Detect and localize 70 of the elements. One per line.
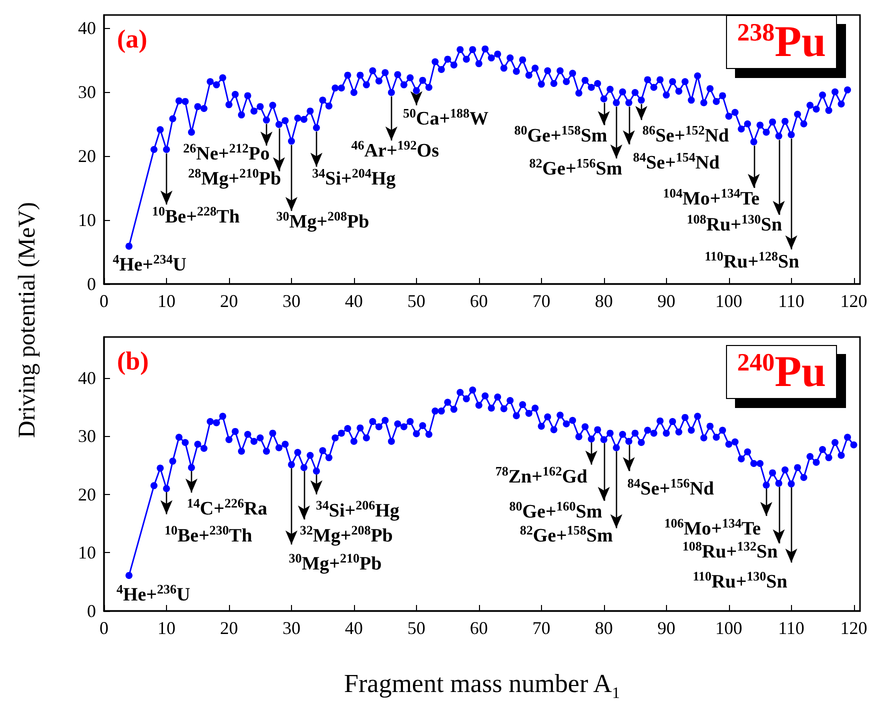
chart-title: (b)	[117, 346, 149, 376]
y-axis-title: Driving potential (MeV)	[14, 202, 42, 438]
annotation: $^{50}$Ca+$^{188}$W	[402, 105, 489, 131]
x-axis-title: Fragment mass number A$_{1}$	[344, 668, 620, 704]
x-tick-label: 120	[840, 618, 868, 638]
annotation: $^{86}$Se+$^{152}$Nd	[642, 122, 729, 148]
annotation: $^{34}$Si+$^{206}$Hg	[316, 496, 400, 522]
x-tick-label: 80	[594, 291, 613, 311]
y-tick-label: 40	[78, 18, 96, 38]
annotation: $^{106}$Mo+$^{134}$Te	[664, 514, 761, 540]
y-tick-label: 10	[78, 542, 96, 563]
annotation: $^{78}$Zn+$^{162}$Gd	[495, 464, 588, 489]
annotation: $^{30}$Mg+$^{208}$Pb	[276, 208, 370, 234]
annotation: $^{32}$Mg+$^{208}$Pb	[300, 522, 393, 548]
annotation: $^{26}$Ne+$^{212}$Po	[183, 140, 270, 166]
x-tick-label: 30	[282, 291, 300, 311]
x-tick-label: 120	[840, 291, 868, 311]
x-tick-label: 70	[532, 291, 550, 311]
x-tick-label: 30	[282, 618, 300, 638]
x-tick-label: 20	[220, 618, 238, 638]
annotation: $^{104}$Mo+$^{134}$Te	[662, 186, 760, 211]
annotation: $^{84}$Se+$^{156}$Nd	[627, 475, 714, 501]
y-tick-label: 0	[87, 601, 96, 621]
annotation: $^{4}$He+$^{234}$U	[112, 251, 186, 277]
y-tick-label: 30	[78, 82, 96, 102]
x-tick-label: 40	[344, 291, 363, 311]
x-tick-label: 40	[344, 618, 363, 638]
x-tick-label: 100	[715, 291, 742, 311]
y-tick-label: 0	[87, 274, 96, 294]
annotation: $^{80}$Ge+$^{158}$Sm	[514, 122, 608, 148]
annotation: $^{10}$Be+$^{230}$Th	[164, 522, 252, 548]
x-tick-label: 100	[715, 618, 742, 638]
annotation: $^{34}$Si+$^{204}$Hg	[312, 166, 396, 191]
annotation: $^{238}$Pu	[726, 15, 837, 69]
annotation: $^{28}$Mg+$^{210}$Pb	[188, 166, 282, 191]
annotation: $^{14}$C+$^{226}$Ra	[186, 495, 268, 520]
annotation: $^{30}$Mg+$^{210}$Pb	[288, 550, 382, 576]
x-tick-label: 90	[657, 618, 676, 638]
y-tick-label: 40	[78, 368, 96, 388]
x-tick-label: 50	[407, 618, 426, 638]
x-tick-label: 80	[594, 618, 613, 638]
y-tick-label: 20	[78, 484, 96, 504]
x-tick-label: 0	[100, 291, 108, 311]
x-tick-label: 60	[470, 618, 488, 638]
annotation: $^{82}$Ge+$^{156}$Sm	[529, 155, 622, 181]
annotation: $^{108}$Ru+$^{132}$Sn	[682, 538, 778, 564]
annotation: $^{80}$Ge+$^{160}$Sm	[509, 498, 602, 523]
x-tick-label: 60	[470, 291, 488, 311]
x-tick-label: 10	[157, 618, 176, 638]
x-tick-label: 20	[220, 291, 238, 311]
chart-title: (a)	[117, 24, 148, 54]
annotation: $^{110}$Ru+$^{128}$Sn	[704, 248, 800, 274]
annotation: $^{4}$He+$^{236}$U	[116, 581, 190, 607]
x-tick-label: 110	[778, 291, 804, 311]
x-tick-label: 10	[157, 291, 176, 311]
annotation: $^{82}$Ge+$^{158}$Sm	[520, 522, 613, 548]
annotation: $^{84}$Se+$^{154}$Nd	[632, 148, 720, 174]
x-tick-label: 70	[532, 618, 550, 638]
annotation: $^{110}$Ru+$^{130}$Sn	[692, 568, 788, 594]
x-tick-label: 50	[407, 291, 426, 311]
annotation: $^{46}$Ar+$^{192}$Os	[351, 137, 439, 163]
x-tick-label: 0	[100, 618, 108, 638]
y-tick-label: 20	[78, 146, 96, 166]
x-tick-label: 110	[778, 618, 804, 638]
y-tick-label: 30	[78, 426, 96, 446]
annotation: $^{240}$Pu	[726, 345, 837, 399]
annotation: $^{10}$Be+$^{228}$Th	[152, 203, 240, 229]
annotation: $^{108}$Ru+$^{130}$Sn	[686, 212, 782, 238]
y-tick-label: 10	[78, 210, 96, 230]
x-tick-label: 90	[657, 291, 676, 311]
